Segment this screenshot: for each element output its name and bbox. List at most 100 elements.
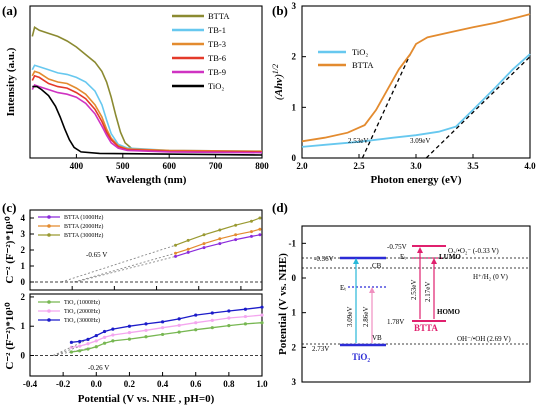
panel-c-top-point [186, 247, 190, 251]
panel-c-top-legend-label: BTTA (1000Hz) [64, 214, 103, 221]
panel-c-bottom-point [86, 347, 90, 351]
panel-c-bottom-point [243, 322, 248, 326]
panel-d-ytick-label: 1 [292, 308, 297, 318]
panel-c-top-point [202, 233, 206, 237]
panel-b-label: (b) [272, 3, 288, 18]
panel-c-top-point [258, 216, 262, 220]
panel-c-top-point [186, 250, 190, 254]
panel-c-top-ytick-label: 3 [21, 229, 26, 239]
panel-c-top-legend-marker [47, 224, 51, 228]
panel-c-bottom-point [78, 339, 82, 344]
panel-d-ylabel: Potential (V vs. NHE) [277, 253, 289, 355]
panel-c-bottom-xtick-label: 1.0 [256, 379, 268, 389]
panel-b-xtick-label: 3.0 [410, 161, 422, 171]
panel-c-bottom-point [144, 328, 148, 332]
panel-c-bottom-point [78, 344, 82, 348]
panel-c-bottom-ytick-label: 0 [21, 351, 26, 361]
panel-c-bottom-xtick-label: 0.2 [124, 379, 136, 389]
panel-c-bottom-legend-marker [47, 309, 51, 313]
panel-b-ytick-label: 3 [292, 1, 297, 11]
btta-lumo-label: LUMO [439, 253, 461, 261]
panel-d-ytick-label: -1 [289, 238, 297, 248]
panel-c-top-ylabel: C⁻² (F⁻²)*10¹⁰ [4, 216, 16, 284]
panel-c-bottom-point [111, 339, 115, 343]
panel-c-top-point [258, 233, 262, 237]
panel-c-top-ytick-label: 2 [21, 245, 26, 255]
panel-c-bottom-point [210, 318, 214, 322]
panel-c-bottom-point [194, 313, 198, 317]
panel-c-bottom-point [210, 311, 214, 315]
panel-c-bottom-legend-label: TiO₂ (3000Hz) [64, 317, 100, 324]
panel-a-line-TiO2 [32, 85, 263, 156]
panel-c-top-point [218, 242, 222, 246]
panel-c-bottom-frame [29, 293, 263, 377]
panel-c-bottom-point [102, 335, 107, 339]
panel-b-legend-label: BTTA [352, 60, 374, 70]
btta-trap-gap-value: 2.17eV [424, 282, 432, 302]
panel-a-legend-label: TB-3 [208, 39, 226, 49]
panel-d-label: (d) [272, 200, 288, 215]
panel-c-bottom-point [227, 316, 231, 320]
panel-b-xtick-label: 3.5 [467, 161, 479, 171]
panel-b-xtick-label: 2.5 [353, 161, 365, 171]
panel-c-top-extrapolation [75, 255, 176, 283]
panel-c-bottom-point [227, 309, 231, 313]
panel-a-line-TB-1 [31, 64, 263, 152]
tio2-cb-value: -0.36V [314, 255, 334, 263]
panel-c-top-ytick-label: 4 [21, 213, 26, 223]
panel-b-series [301, 13, 531, 148]
panel-a-frame [29, 5, 263, 159]
panel-c-top-ytick-label: 0 [21, 277, 26, 287]
panel-c-bottom-point [260, 313, 264, 317]
panel-b-xtick-label: 4.0 [524, 161, 536, 171]
btta-gap-value: 2.53eV [410, 280, 418, 300]
panel-c-bottom-point [111, 333, 115, 337]
panel-a-xtick-label: 800 [255, 161, 269, 171]
panel-c: (c) 0 1 2 3 4 -0.4 -0.2 0.0 0.2 0.4 0.6 0.8 1.0 0 1 2 B… [2, 200, 268, 405]
panel-c-bottom-point [102, 329, 107, 334]
panel-a: (a) 400 500 600 700 800 Wavelength (nm) Inte… [2, 3, 269, 186]
panel-c-bottom-point [69, 350, 74, 354]
tio2-cb-label: CB [372, 262, 382, 270]
btta-material-label: BTTA [414, 323, 438, 333]
panel-b-line-btta_tauc [301, 13, 531, 143]
panel-a-legend-label: TB-9 [208, 67, 226, 77]
panel-b-fit-line [425, 56, 531, 159]
panel-c-bottom-point [160, 326, 165, 330]
panel-b-ylabel: (Ahv)1/2 [271, 64, 285, 100]
panel-c-bottom-point [94, 333, 98, 338]
panel-c-bottom-ylabel: C⁻² (F⁻²)*10¹⁰ [4, 302, 16, 370]
panel-b-legend: TiO₂ BTTA [318, 47, 374, 70]
panel-c-bottom-point [243, 314, 248, 319]
panel-c-bottom-point [144, 335, 148, 339]
tio2-trap-gap-value: 2.86eV [362, 307, 370, 327]
panel-b-xlabel: Photon energy (eV) [370, 174, 461, 186]
panel-c-top-point [202, 242, 206, 246]
panel-c-bottom-point [177, 323, 181, 327]
panel-a-xtick-label: 600 [162, 161, 176, 171]
panel-c-bottom-point [78, 349, 82, 353]
panel-c-bottom-point [243, 307, 248, 311]
panel-c-bottom-point [177, 317, 181, 321]
panel-b: (b) 2.0 2.5 3.0 3.5 4.0 0 1 2 3 Photon energy (e… [271, 1, 536, 186]
tio2-trap-arrowhead [369, 287, 375, 293]
panel-c-bottom-xtick-label: 0.0 [91, 379, 103, 389]
panel-c-top-ytick-label: 1 [21, 261, 26, 271]
panel-a-ticks: 400 500 600 700 800 [70, 154, 269, 171]
btta-lumo-value: -0.75V [387, 243, 407, 251]
panel-a-legend-label: TB-1 [208, 25, 226, 35]
panel-d-ticks: -1 0 1 2 3 [289, 238, 306, 387]
panel-a-xtick-label: 500 [116, 161, 130, 171]
panel-c-bottom-point [102, 341, 107, 345]
btta-trap-label: Eₜ [400, 253, 406, 261]
panel-c-bottom-point [260, 305, 264, 309]
panel-c-bottom-legend-marker [47, 300, 51, 304]
panel-a-legend-label: TiO₂ [208, 81, 224, 91]
panel-a-legend: BTTA TB-1 TB-3 TB-6 TB-9 TiO₂ [172, 11, 230, 91]
panel-c-ticks: 0 1 2 3 4 -0.4 -0.2 0.0 0.2 0.4 0.6 0.8 1.0 0 1 2 [21, 213, 269, 389]
panel-c-bottom-point [160, 332, 165, 337]
panel-c-top-point [234, 233, 238, 237]
panel-c-bottom-point [86, 337, 90, 341]
panel-b-fit-lines [361, 53, 531, 159]
